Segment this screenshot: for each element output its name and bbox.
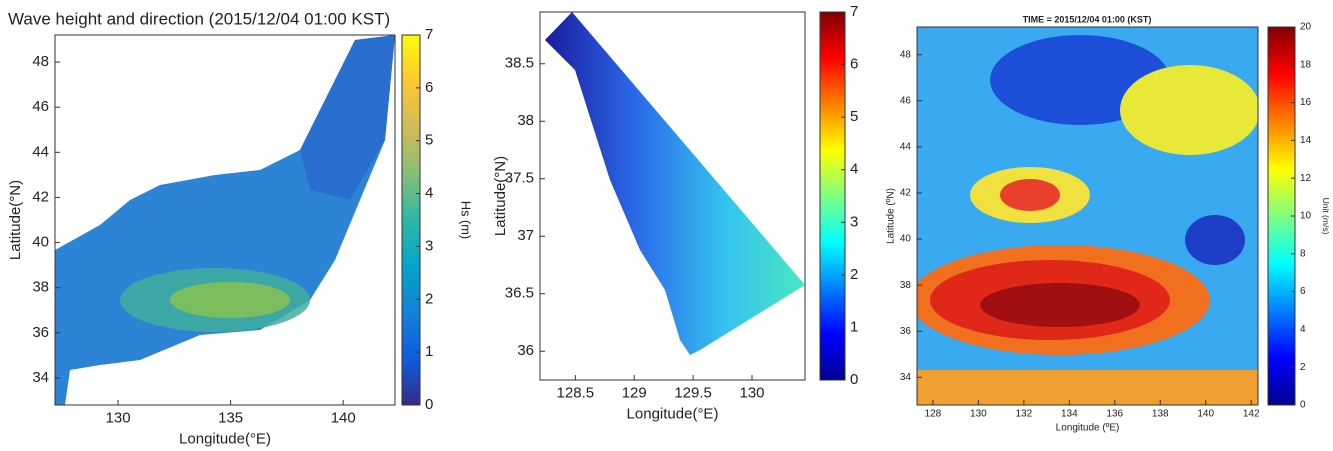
colorbar-tick-label: 1 — [850, 318, 858, 335]
colorbar-tick-label: 5 — [850, 108, 858, 125]
x-tick-label: 130 — [970, 409, 987, 420]
x-tick-label: 130 — [739, 384, 764, 401]
colorbar-tick-label: 6 — [425, 79, 433, 96]
y-tick-label: 38 — [32, 279, 49, 296]
x-tick-label: 134 — [1061, 409, 1078, 420]
y-tick-label: 42 — [900, 188, 912, 199]
wind-field — [917, 27, 1258, 405]
x-tick-label: 129.5 — [674, 384, 712, 401]
y-tick-label: 46 — [900, 95, 912, 106]
axes-frame — [539, 11, 806, 381]
y-tick-label: 36.5 — [505, 285, 534, 302]
wave-field — [545, 12, 805, 355]
colorbar-tick-label: 6 — [850, 56, 858, 73]
x-tick-label: 130 — [106, 409, 131, 426]
x-tick-label: 132 — [1016, 409, 1033, 420]
y-axis-label: Latitude(°N) — [7, 180, 24, 260]
x-tick-label: 140 — [331, 409, 356, 426]
colorbar-tick-label: 2 — [425, 290, 433, 307]
colorbar-tick-label: 3 — [425, 237, 433, 254]
colorbar-tick-label: 0 — [425, 396, 433, 413]
colorbar-tick-label: 6 — [1300, 286, 1306, 297]
colorbar-label: Hs (m) — [459, 201, 474, 239]
x-tick-label: 136 — [1106, 409, 1123, 420]
x-tick-label: 135 — [218, 409, 243, 426]
y-tick-label: 46 — [32, 98, 49, 115]
y-tick-label: 37.5 — [505, 170, 534, 187]
y-tick-label: 48 — [900, 49, 912, 60]
x-axis-label: Longitude (ºE) — [1056, 423, 1120, 434]
x-tick-label: 138 — [1152, 409, 1169, 420]
colorbar-tick-label: 1 — [425, 343, 433, 360]
colorbar-tick-label: 3 — [850, 213, 858, 230]
colorbar-label: Unit (m/s) — [1321, 198, 1331, 235]
colorbar-tick-label: 12 — [1300, 173, 1312, 184]
colorbar-tick-label: 5 — [425, 132, 433, 149]
colorbar-tick-label: 0 — [1300, 400, 1306, 411]
y-axis-label: Latitude (ºN) — [886, 188, 897, 244]
x-tick-label: 128.5 — [557, 384, 595, 401]
colorbar-tick-label: 4 — [850, 161, 858, 178]
colorbar-tick-label: 7 — [850, 3, 858, 20]
colorbar-tick-label: 2 — [1300, 362, 1306, 373]
y-tick-label: 38 — [517, 112, 534, 129]
x-axis-label: Longitude(°E) — [179, 430, 271, 447]
colorbar-tick-label: 18 — [1300, 59, 1312, 70]
colorbar-tick-label: 7 — [425, 26, 433, 43]
wave-field — [55, 35, 395, 405]
colorbar-tick-label: 0 — [850, 371, 858, 388]
colorbar-tick-label: 16 — [1300, 97, 1312, 108]
y-tick-label: 44 — [900, 141, 912, 152]
y-tick-label: 36 — [900, 326, 912, 337]
colorbar-tick-label: 2 — [850, 266, 858, 283]
y-tick-label: 37 — [517, 227, 534, 244]
x-tick-label: 128 — [925, 409, 942, 420]
colorbar-tick-label: 20 — [1300, 22, 1312, 33]
axes-frame — [54, 34, 396, 406]
colorbar-tick-label: 4 — [1300, 324, 1306, 335]
y-tick-label: 38 — [900, 280, 912, 291]
y-tick-label: 40 — [900, 234, 912, 245]
chart-title: Wave height and direction (2015/12/04 01… — [8, 9, 390, 28]
colorbar-tick-label: 8 — [1300, 248, 1306, 259]
colorbar-tick-label: 10 — [1300, 211, 1312, 222]
y-tick-label: 38.5 — [505, 55, 534, 72]
chart-title: TIME = 2015/12/04 01:00 (KST) — [1023, 14, 1152, 24]
colorbar-tick-label: 4 — [425, 185, 433, 202]
y-tick-label: 36 — [32, 324, 49, 341]
y-tick-label: 48 — [32, 53, 49, 70]
x-tick-label: 129 — [622, 384, 647, 401]
y-tick-label: 40 — [32, 234, 49, 251]
x-tick-label: 142 — [1243, 409, 1260, 420]
x-axis-label: Longitude(°E) — [627, 405, 719, 422]
colorbar-tick-label: 14 — [1300, 135, 1312, 146]
y-tick-label: 42 — [32, 188, 49, 205]
y-tick-label: 36 — [517, 342, 534, 359]
colorbar — [401, 34, 421, 406]
y-tick-label: 44 — [32, 143, 49, 160]
colorbar — [819, 11, 846, 381]
y-axis-label: Latitude(°N) — [492, 156, 509, 236]
axes-frame — [916, 26, 1259, 406]
colorbar — [1267, 26, 1296, 406]
x-tick-label: 140 — [1197, 409, 1214, 420]
y-tick-label: 34 — [900, 372, 912, 383]
y-tick-label: 34 — [32, 369, 49, 386]
